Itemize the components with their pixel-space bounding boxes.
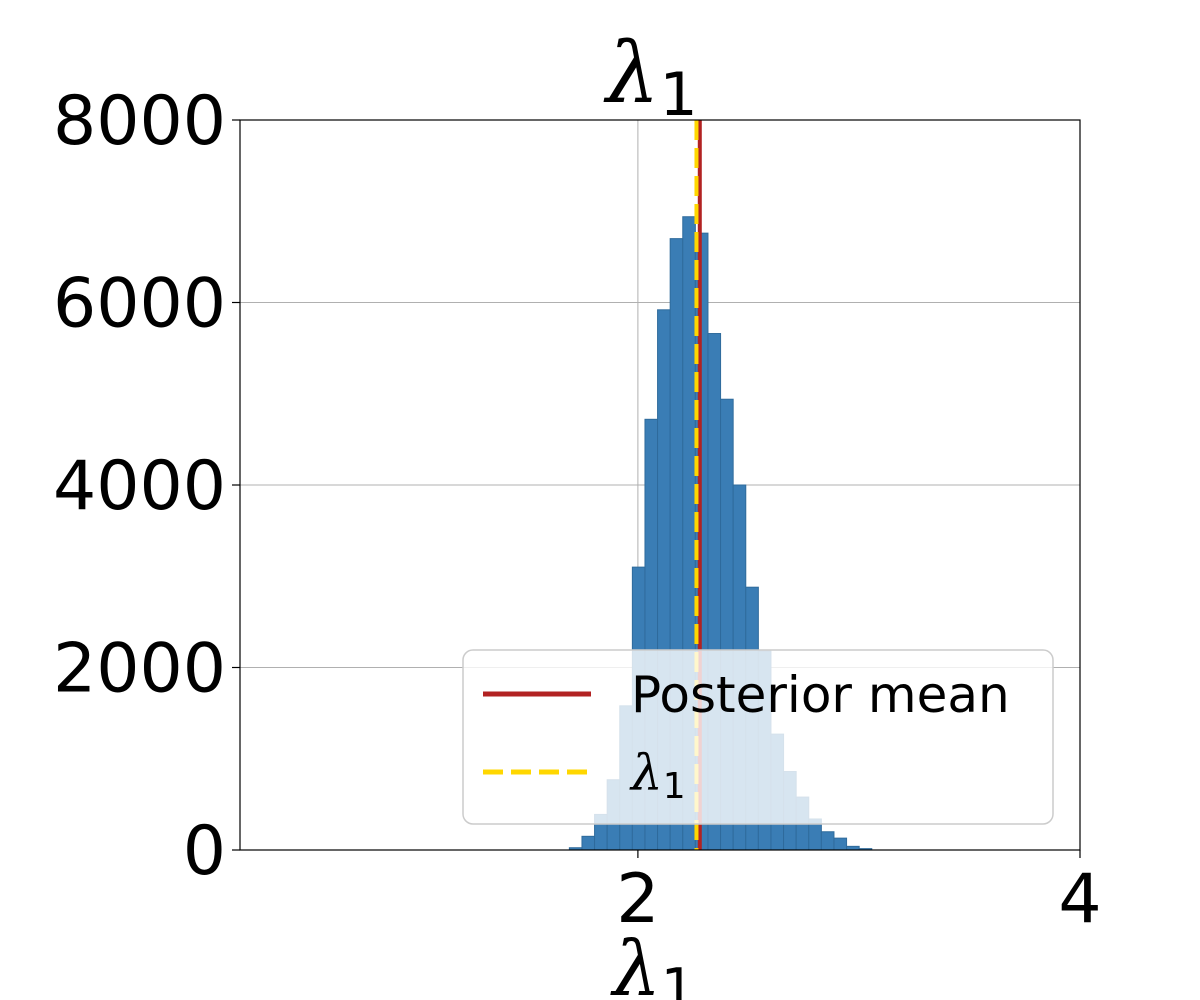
y-tick-label: 8000 (53, 82, 226, 161)
x-tick-label: 4 (1058, 860, 1101, 939)
y-axis: 0 2000 4000 6000 8000 (53, 82, 240, 891)
x-tick-label: 2 (616, 860, 659, 939)
y-tick-label: 0 (183, 812, 226, 891)
legend-label-lambda-subscript: 1 (663, 766, 686, 807)
y-tick-label: 2000 (53, 630, 226, 709)
histogram-bar (820, 831, 835, 851)
histogram-bar (581, 835, 596, 851)
chart-title-subscript: 1 (660, 60, 698, 130)
legend-label-lambda: λ1 (629, 744, 686, 807)
y-tick-label: 6000 (53, 265, 226, 344)
legend: Posterior mean λ1 (462, 649, 1054, 825)
y-tick-label: 4000 (53, 447, 226, 526)
x-axis-label: λ1 (610, 924, 696, 1000)
legend-box (462, 649, 1054, 825)
x-axis-label-subscript: 1 (661, 957, 695, 1000)
chart-title-main: λ (603, 24, 659, 122)
legend-label-lambda-main: λ (629, 744, 663, 802)
chart-title: λ1 (603, 24, 697, 130)
legend-label-posterior-mean: Posterior mean (631, 666, 1010, 724)
histogram-bar (833, 837, 848, 851)
x-axis-label-main: λ (610, 924, 661, 1000)
